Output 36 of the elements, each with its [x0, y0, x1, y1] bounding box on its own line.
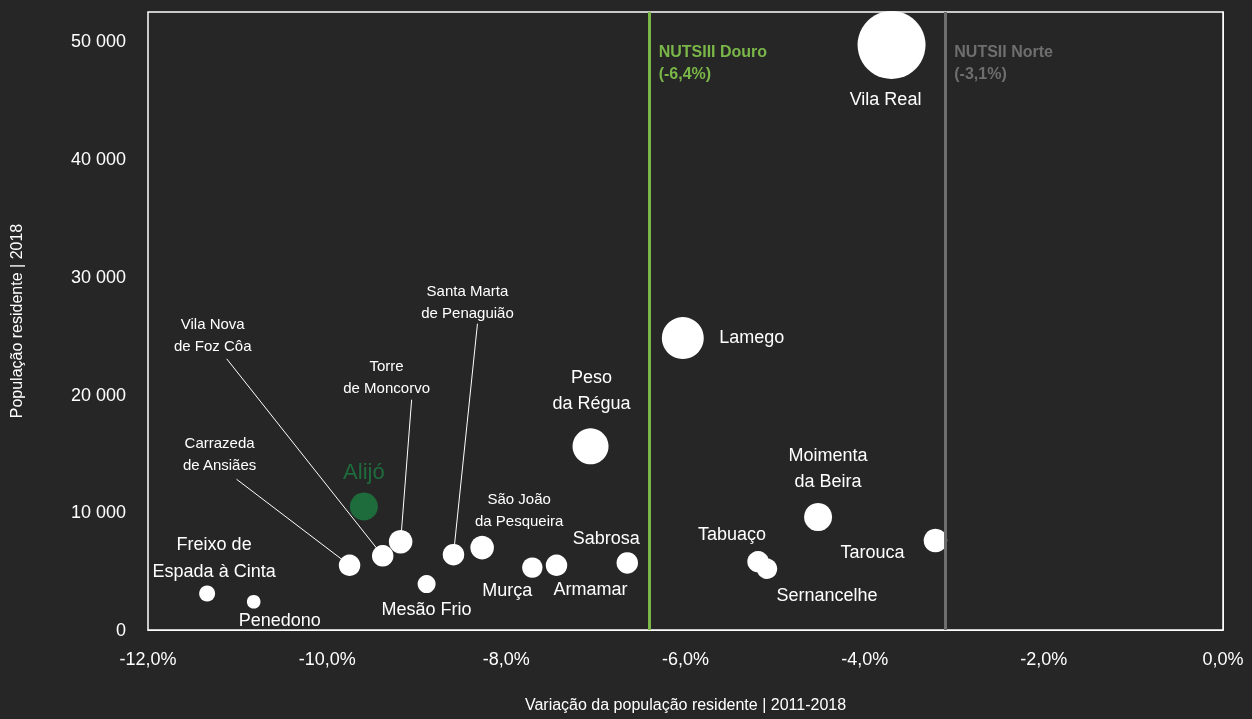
y-axis-title: População residente | 2018: [7, 223, 25, 419]
x-tick-label: -8,0%: [482, 649, 530, 669]
annotation: Peso da Régua: [552, 367, 632, 414]
annotation: Alijó: [343, 458, 385, 484]
annotation: Mesão Frio: [381, 599, 472, 620]
ref-line-label: NUTSII Norte (-3,1%): [954, 42, 1054, 82]
annotation: Armamar: [553, 579, 628, 600]
x-tick-label: -12,0%: [119, 649, 177, 669]
x-axis-title: Variação da população residente | 2011-2018: [524, 695, 847, 713]
annotation: Penedono: [238, 609, 321, 630]
annotation: Tabuaço: [698, 523, 767, 544]
x-tick-label: 0,0%: [1202, 649, 1244, 669]
x-tick-label: -10,0%: [298, 649, 356, 669]
annotation: Sernancelhe: [776, 584, 878, 605]
annotation: Tarouca: [840, 541, 906, 562]
y-tick-label: 40 000: [70, 149, 126, 170]
annotation: Murça: [482, 579, 534, 600]
y-tick-label: 30 000: [70, 266, 126, 287]
annotation: Moimenta da Beira: [788, 444, 869, 492]
annotation: Lamego: [719, 327, 785, 348]
y-tick-label: 10 000: [70, 502, 126, 523]
annotation: Vila Nova de Foz Côa: [173, 315, 253, 355]
annotation: Carrazeda de Ansiães: [182, 433, 257, 473]
annotation: Vila Real: [849, 88, 922, 109]
annotation: São João da Pesqueira: [474, 490, 564, 529]
y-tick-label: 20 000: [70, 384, 126, 405]
y-tick-label: 0: [115, 620, 126, 640]
y-tick-label: 50 000: [70, 31, 126, 52]
x-tick-label: -2,0%: [1020, 649, 1068, 669]
annotation: Freixo de Espada à Cinta: [152, 534, 277, 581]
annotation: Santa Marta de Penaguião: [421, 282, 514, 322]
ref-line-label: NUTSIII Douro (-6,4%): [658, 42, 768, 82]
x-tick-label: -6,0%: [661, 649, 710, 669]
annotation: Sabrosa: [572, 527, 641, 548]
annotation: Torre de Moncorvo: [343, 357, 430, 397]
x-tick-label: -4,0%: [841, 649, 889, 669]
